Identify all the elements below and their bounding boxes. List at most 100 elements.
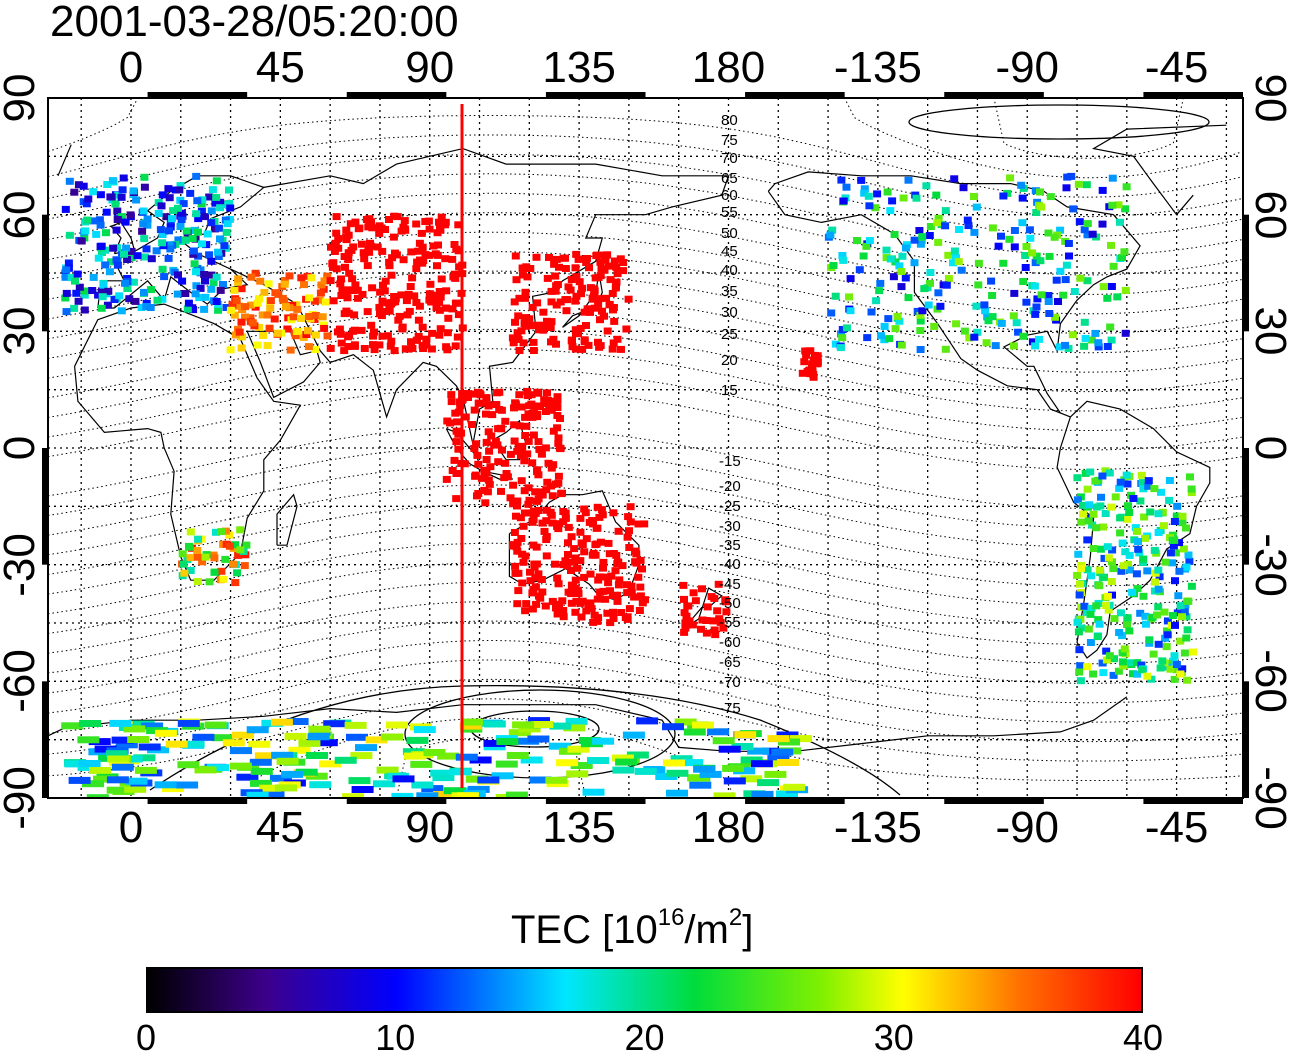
tec-cell <box>109 719 132 727</box>
tec-cell <box>429 242 438 250</box>
tec-cell <box>860 185 869 193</box>
tec-cell <box>1162 643 1171 651</box>
tec-cell <box>1063 173 1072 181</box>
tec-cell <box>1134 545 1143 553</box>
tec-cell <box>944 251 953 259</box>
tec-cell <box>436 293 445 301</box>
tec-cell <box>140 173 149 181</box>
tec-cell <box>855 266 864 274</box>
tec-cell <box>427 298 436 306</box>
tec-cell <box>372 780 395 788</box>
tec-cell <box>487 432 496 440</box>
tec-cell <box>596 316 604 324</box>
tec-cell <box>767 754 790 762</box>
tec-cell <box>315 296 324 304</box>
tec-cell <box>465 775 488 783</box>
tec-cell <box>609 608 617 616</box>
tec-cell <box>174 204 182 212</box>
tec-cell <box>1133 670 1142 678</box>
tec-cell <box>1145 636 1154 644</box>
tec-cell <box>568 588 577 596</box>
tec-cell <box>1186 473 1194 481</box>
tec-cell <box>221 527 230 535</box>
tec-cell <box>1108 174 1117 182</box>
tec-cell <box>153 296 162 304</box>
tec-cell <box>593 617 602 625</box>
tec-cell <box>107 258 115 266</box>
tec-cell <box>437 752 460 760</box>
tec-cell <box>363 308 372 316</box>
tec-cell <box>1163 631 1172 639</box>
tec-cell <box>230 747 252 755</box>
tec-cell <box>713 792 736 798</box>
tec-cell <box>293 305 302 313</box>
maglat-contour <box>48 153 1243 237</box>
tec-cell <box>147 255 156 263</box>
tec-cell <box>158 239 167 247</box>
tec-cell <box>514 312 523 320</box>
tec-cell <box>585 264 593 272</box>
tec-cell <box>521 607 530 615</box>
tec-cell <box>1165 496 1174 504</box>
tec-cell <box>1163 617 1172 625</box>
tec-cell <box>184 299 193 307</box>
tec-cell <box>963 216 972 224</box>
tec-cell <box>1075 591 1084 599</box>
maglat-contour <box>48 445 1243 529</box>
tec-cell <box>326 277 335 285</box>
tec-cell <box>529 541 538 549</box>
tec-cell <box>1084 625 1093 633</box>
tec-cell <box>1124 502 1132 510</box>
tec-cell <box>529 322 538 330</box>
tec-cell <box>875 287 884 295</box>
tec-cell <box>942 281 951 289</box>
tec-cell <box>625 527 633 535</box>
maglat-label: -15 <box>719 453 741 470</box>
tec-cell <box>234 275 243 283</box>
tec-cell <box>516 514 525 522</box>
tec-cell <box>697 625 705 633</box>
tec-cell <box>952 254 960 262</box>
tec-cell <box>280 280 289 288</box>
tec-cell <box>526 568 534 576</box>
tec-cell <box>624 295 633 303</box>
tec-cell <box>606 587 614 595</box>
tec-cell <box>194 228 202 236</box>
tec-cell <box>596 258 605 266</box>
tec-cell <box>681 619 690 627</box>
tec-cell <box>898 252 907 260</box>
tec-cell <box>563 724 586 732</box>
tec-cell <box>192 733 215 741</box>
tec-cell <box>61 294 70 302</box>
x-tick-bottom: -45 <box>1144 803 1209 852</box>
tec-cell <box>407 338 415 346</box>
tec-cell <box>349 327 358 335</box>
tec-cell <box>655 773 678 780</box>
tec-cell <box>195 294 204 302</box>
tec-cell <box>300 281 308 289</box>
tec-cell <box>480 466 489 474</box>
tec-cell <box>722 764 745 772</box>
tec-cell <box>587 605 596 613</box>
tec-cell <box>237 344 246 352</box>
tec-cell <box>1010 243 1019 251</box>
maglat-label: 15 <box>721 382 738 399</box>
tec-cell <box>473 451 482 459</box>
tec-cell <box>1030 282 1039 290</box>
tec-cell <box>517 535 526 542</box>
tec-cell <box>603 609 612 617</box>
tec-cell <box>571 297 580 305</box>
tec-cell <box>1052 276 1061 284</box>
tec-cell <box>548 492 557 500</box>
tec-cell <box>641 596 649 604</box>
tec-cell <box>1077 564 1085 572</box>
tec-cell <box>987 277 996 285</box>
tec-cell <box>102 229 110 237</box>
tec-cell <box>529 516 538 524</box>
tec-cell <box>604 262 613 270</box>
tec-cell <box>77 763 100 771</box>
tec-cell <box>350 752 373 760</box>
tec-cell <box>582 535 591 543</box>
tec-cell <box>263 311 272 319</box>
maglat-contour <box>48 601 1243 684</box>
